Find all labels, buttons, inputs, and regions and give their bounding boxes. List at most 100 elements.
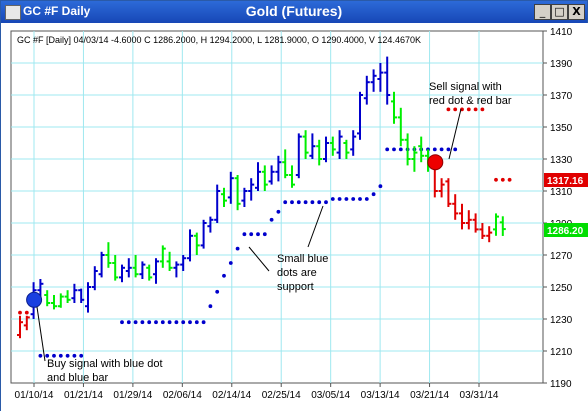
support-dot bbox=[378, 184, 383, 189]
ohlc-bar bbox=[377, 63, 384, 92]
ohlc-bar bbox=[105, 242, 112, 268]
support-dot bbox=[38, 353, 43, 358]
support-dot bbox=[45, 353, 50, 358]
ohlc-bar bbox=[23, 315, 30, 331]
resistance-dot bbox=[24, 310, 29, 315]
ohlc-bar bbox=[479, 223, 486, 239]
ohlc-bar bbox=[98, 251, 105, 278]
ohlc-bar bbox=[187, 229, 193, 262]
support-dot bbox=[147, 320, 152, 325]
chart-title: Gold (Futures) bbox=[245, 3, 343, 19]
support-annotation-line2: dots are bbox=[277, 267, 317, 279]
support-dot bbox=[160, 320, 165, 325]
buy-annotation-line2: and blue bar bbox=[47, 372, 108, 384]
resistance-dot bbox=[466, 107, 471, 112]
support-dot bbox=[317, 200, 322, 205]
close-button[interactable]: X bbox=[568, 4, 585, 20]
support-dot bbox=[52, 353, 56, 358]
ohlc-bar bbox=[384, 56, 391, 105]
support-dot bbox=[72, 353, 77, 358]
ohlc-bar bbox=[132, 255, 139, 278]
ohlc-bar bbox=[316, 139, 323, 166]
ohlc-bar bbox=[486, 226, 493, 243]
support-dot bbox=[364, 197, 369, 201]
ohlc-bar bbox=[411, 146, 418, 172]
support-dot bbox=[140, 320, 145, 325]
support-dot bbox=[167, 320, 172, 325]
ohlc-bar bbox=[261, 165, 268, 191]
x-tick-label: 02/14/14 bbox=[212, 390, 251, 401]
x-tick-label: 03/21/14 bbox=[410, 390, 449, 401]
support-dot bbox=[242, 232, 247, 237]
ohlc-bar bbox=[221, 187, 227, 207]
chart-app-icon bbox=[5, 5, 21, 20]
support-dot bbox=[276, 209, 281, 214]
support-dot bbox=[262, 232, 267, 237]
ohlc-bar bbox=[234, 175, 241, 211]
ohlc-bar bbox=[268, 165, 275, 185]
info-line: GC #F [Daily] 04/03/14 -4.6000 C 1286.20… bbox=[17, 35, 421, 45]
sell-signal-dot bbox=[427, 154, 444, 171]
sell-annotation-line2: red dot & red bar bbox=[429, 95, 512, 107]
ohlc-bar bbox=[472, 213, 479, 233]
buy-annotation-line1: Buy signal with blue dot bbox=[47, 358, 163, 370]
resistance-dot bbox=[473, 107, 478, 112]
support-dot bbox=[385, 147, 390, 152]
support-dot bbox=[392, 147, 396, 152]
minimize-button[interactable]: _ bbox=[534, 4, 551, 20]
support-pointer-right bbox=[307, 205, 324, 248]
support-dot bbox=[351, 197, 356, 201]
window-title: GC #F Daily bbox=[23, 4, 91, 18]
ohlc-bar bbox=[309, 133, 316, 159]
ohlc-bar bbox=[71, 283, 78, 303]
ohlc-bar bbox=[227, 171, 234, 204]
support-dot bbox=[330, 197, 335, 201]
ohlc-bar bbox=[57, 293, 64, 308]
support-dot bbox=[120, 320, 124, 325]
support-dot bbox=[215, 289, 220, 294]
support-dot bbox=[174, 320, 179, 325]
ohlc-bar bbox=[214, 184, 221, 223]
y-tick-label: 1270 bbox=[550, 251, 573, 262]
ohlc-bar bbox=[51, 295, 57, 310]
resistance-dot bbox=[446, 107, 451, 112]
ohlc-bar bbox=[363, 75, 370, 105]
ohlc-bar bbox=[207, 216, 214, 233]
support-dot bbox=[201, 320, 206, 325]
support-dot bbox=[133, 320, 138, 325]
y-tick-label: 1370 bbox=[550, 91, 573, 102]
ohlc-bar bbox=[282, 149, 289, 179]
support-dot bbox=[453, 147, 458, 152]
ohlc-bar bbox=[336, 130, 343, 159]
resistance-dot bbox=[507, 177, 512, 182]
y-tick-label: 1230 bbox=[550, 315, 573, 326]
support-dot bbox=[310, 200, 315, 205]
support-dot bbox=[439, 147, 444, 152]
buy-annotation: Buy signal with blue dot and blue bar bbox=[36, 306, 163, 384]
ohlc-bar bbox=[119, 264, 125, 283]
support-dot bbox=[303, 200, 308, 205]
support-dot bbox=[446, 147, 451, 152]
support-dot bbox=[344, 197, 349, 201]
maximize-button[interactable]: □ bbox=[551, 4, 568, 20]
support-dot bbox=[269, 217, 274, 222]
x-tick-label: 01/10/14 bbox=[15, 390, 54, 401]
ohlc-bar bbox=[350, 130, 357, 156]
x-tick-label: 01/21/14 bbox=[64, 390, 103, 401]
ohlc-bar bbox=[85, 282, 91, 313]
ohlc-bar bbox=[125, 258, 132, 278]
sell-annotation-pointer bbox=[448, 108, 462, 160]
resistance-dot bbox=[480, 107, 485, 112]
ohlc-bar bbox=[91, 266, 98, 291]
ohlc-bar bbox=[499, 216, 506, 236]
ohlc-bar bbox=[418, 136, 425, 163]
y-tick-label: 1410 bbox=[550, 27, 573, 38]
ohlc-bar bbox=[289, 165, 295, 188]
ohlc-bar bbox=[357, 91, 363, 140]
support-dot bbox=[228, 261, 233, 265]
ohlc-bar bbox=[275, 155, 282, 182]
ohlc-bar bbox=[180, 255, 187, 271]
sell-price-label-box bbox=[544, 173, 588, 187]
last-price-label-box bbox=[544, 223, 588, 237]
